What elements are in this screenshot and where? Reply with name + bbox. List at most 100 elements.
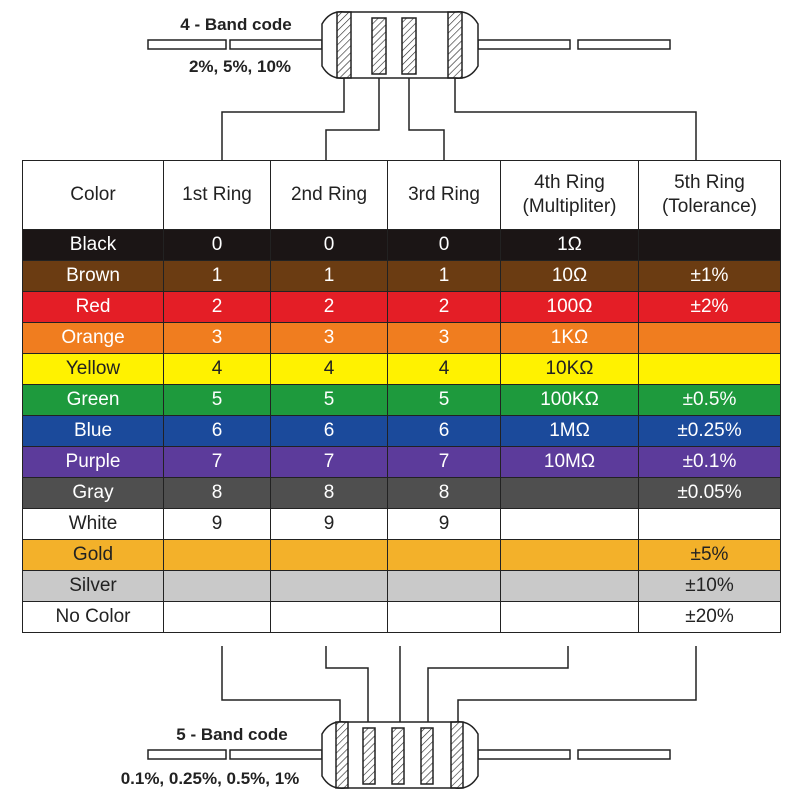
color-name-cell: Purple (22, 446, 164, 478)
header-cell: 5th Ring (Tolerance) (638, 160, 781, 230)
header-cell: 4th Ring (Multipliter) (500, 160, 639, 230)
value-cell: 8 (163, 477, 271, 509)
value-cell: 10Ω (500, 260, 639, 292)
value-cell: 2 (270, 291, 388, 323)
value-cell (500, 601, 639, 633)
value-cell: 8 (387, 477, 501, 509)
value-cell: 6 (387, 415, 501, 447)
table-row: Blue 6 6 6 1MΩ ±0.25% (22, 415, 781, 447)
value-cell: ±0.5% (638, 384, 781, 416)
value-cell: ±2% (638, 291, 781, 323)
color-name-cell: Blue (22, 415, 164, 447)
value-cell: 4 (270, 353, 388, 385)
value-cell (163, 601, 271, 633)
value-cell: 7 (387, 446, 501, 478)
value-cell: 2 (387, 291, 501, 323)
header-cell: 1st Ring (163, 160, 271, 230)
value-cell (638, 508, 781, 540)
value-cell: 1Ω (500, 229, 639, 261)
value-cell (270, 601, 388, 633)
header-cell: Color (22, 160, 164, 230)
color-code-table: Color 1st Ring 2nd Ring 3rd Ring 4th Ring (M… (22, 160, 781, 633)
value-cell: 10KΩ (500, 353, 639, 385)
color-name-cell: White (22, 508, 164, 540)
value-cell: 2 (163, 291, 271, 323)
value-cell (500, 508, 639, 540)
value-cell: 5 (387, 384, 501, 416)
value-cell: 4 (387, 353, 501, 385)
value-cell: 7 (270, 446, 388, 478)
value-cell (638, 229, 781, 261)
value-cell: 1KΩ (500, 322, 639, 354)
color-name-cell: Orange (22, 322, 164, 354)
table-row: Yellow 4 4 4 10KΩ (22, 353, 781, 385)
color-name-cell: Gray (22, 477, 164, 509)
table-row: Brown 1 1 1 10Ω ±1% (22, 260, 781, 292)
value-cell: 0 (387, 229, 501, 261)
color-name-cell: Gold (22, 539, 164, 571)
top-tolerance: 2%, 5%, 10% (189, 57, 291, 76)
table-row: Gray 8 8 8 ±0.05% (22, 477, 781, 509)
value-cell: 1 (270, 260, 388, 292)
value-cell: ±10% (638, 570, 781, 602)
value-cell: 6 (270, 415, 388, 447)
header-row: Color 1st Ring 2nd Ring 3rd Ring 4th Ring (M… (22, 160, 781, 230)
value-cell: 9 (163, 508, 271, 540)
value-cell: 9 (387, 508, 501, 540)
value-cell: 10MΩ (500, 446, 639, 478)
value-cell: 5 (163, 384, 271, 416)
value-cell: 5 (270, 384, 388, 416)
table-row: Silver ±10% (22, 570, 781, 602)
value-cell (638, 322, 781, 354)
value-cell: 0 (163, 229, 271, 261)
connectors (221, 78, 697, 722)
color-name-cell: Red (22, 291, 164, 323)
value-cell: ±0.1% (638, 446, 781, 478)
value-cell (500, 570, 639, 602)
table-row: No Color ±20% (22, 601, 781, 633)
color-name-cell: Silver (22, 570, 164, 602)
value-cell: ±1% (638, 260, 781, 292)
color-name-cell: Brown (22, 260, 164, 292)
value-cell (270, 539, 388, 571)
value-cell (163, 539, 271, 571)
top-title: 4 - Band code (180, 15, 291, 34)
value-cell: 1 (387, 260, 501, 292)
value-cell: 8 (270, 477, 388, 509)
value-cell: 9 (270, 508, 388, 540)
value-cell (387, 601, 501, 633)
value-cell: 1 (163, 260, 271, 292)
value-cell: ±0.25% (638, 415, 781, 447)
value-cell: 1MΩ (500, 415, 639, 447)
value-cell (163, 570, 271, 602)
color-name-cell: No Color (22, 601, 164, 633)
bottom-tolerance: 0.1%, 0.25%, 0.5%, 1% (121, 769, 300, 788)
resistor-bottom (147, 721, 671, 789)
header-cell: 2nd Ring (270, 160, 388, 230)
value-cell: 3 (387, 322, 501, 354)
value-cell: 3 (270, 322, 388, 354)
value-cell: 3 (163, 322, 271, 354)
table-row: White 9 9 9 (22, 508, 781, 540)
value-cell (387, 570, 501, 602)
table-row: Orange 3 3 3 1KΩ (22, 322, 781, 354)
table-row: Gold ±5% (22, 539, 781, 571)
value-cell: ±0.05% (638, 477, 781, 509)
color-name-cell: Black (22, 229, 164, 261)
value-cell: 100KΩ (500, 384, 639, 416)
color-name-cell: Yellow (22, 353, 164, 385)
table-row: Green 5 5 5 100KΩ ±0.5% (22, 384, 781, 416)
value-cell (500, 477, 639, 509)
value-cell (387, 539, 501, 571)
value-cell: 100Ω (500, 291, 639, 323)
value-cell: 4 (163, 353, 271, 385)
bottom-title: 5 - Band code (176, 725, 287, 744)
header-cell: 3rd Ring (387, 160, 501, 230)
color-name-cell: Green (22, 384, 164, 416)
value-cell: 6 (163, 415, 271, 447)
value-cell (270, 570, 388, 602)
resistor-top (147, 11, 671, 79)
table-row: Black 0 0 0 1Ω (22, 229, 781, 261)
